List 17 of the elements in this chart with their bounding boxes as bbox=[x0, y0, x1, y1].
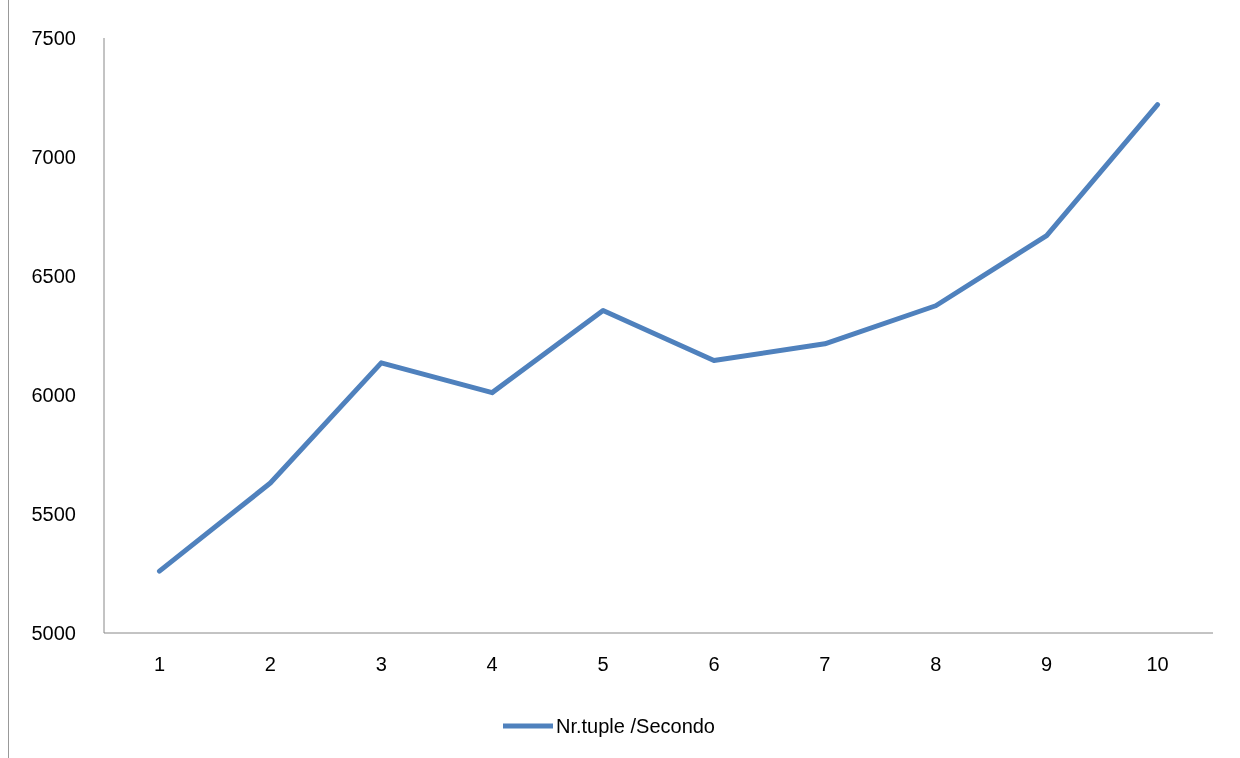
x-tick-label: 2 bbox=[264, 653, 276, 675]
y-tick-label: 6500 bbox=[31, 265, 76, 287]
x-tick-label: 6 bbox=[708, 653, 720, 675]
y-tick-label: 6000 bbox=[31, 384, 76, 406]
y-tick-label: 5500 bbox=[31, 503, 76, 525]
y-tick-label: 7000 bbox=[31, 146, 76, 168]
x-tick-label: 8 bbox=[930, 653, 942, 675]
x-tick-label: 3 bbox=[375, 653, 387, 675]
legend-label: Nr.tuple /Secondo bbox=[556, 715, 715, 737]
y-tick-label: 7500 bbox=[31, 27, 76, 49]
x-tick-label: 4 bbox=[486, 653, 498, 675]
x-tick-label: 5 bbox=[597, 653, 609, 675]
y-tick-label: 5000 bbox=[31, 622, 76, 644]
x-tick-label: 10 bbox=[1146, 653, 1169, 675]
x-tick-label: 7 bbox=[819, 653, 831, 675]
x-tick-label: 9 bbox=[1041, 653, 1053, 675]
x-tick-label: 1 bbox=[153, 653, 166, 675]
